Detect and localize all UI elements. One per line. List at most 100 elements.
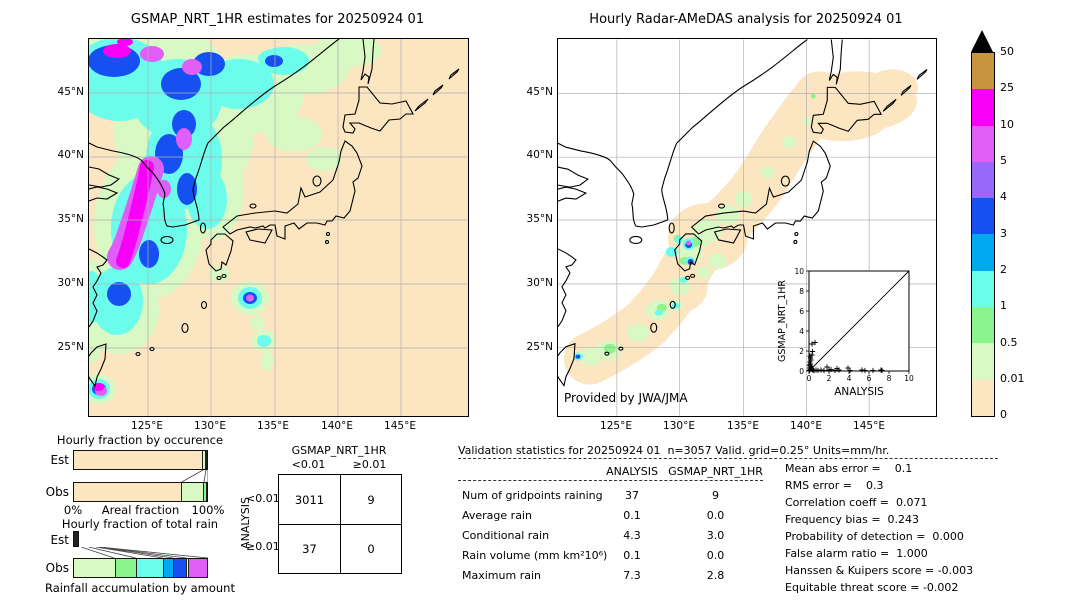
colorbar-label: 2 — [1000, 263, 1007, 276]
inset-xlabel: ANALYSIS — [834, 386, 884, 398]
bar-segment-pale_green — [74, 559, 115, 577]
inset-scatter-points — [806, 339, 885, 374]
total-rain-est-bar — [73, 531, 99, 547]
est-row-label: Est — [50, 453, 69, 467]
inset-xtick-labels: 0 2 4 6 8 10 — [807, 374, 914, 383]
stats-row-label: Num of gridpoints raining — [462, 489, 603, 502]
stats-row-label: Rain volume (mm km²10⁶) — [462, 549, 608, 562]
colorbar — [971, 52, 995, 417]
bar-segment-sky — [77, 532, 78, 546]
colorbar-label: 0 — [1000, 408, 1007, 421]
inset-ylabel: GSMAP_NRT_1HR — [777, 280, 788, 362]
colorbar-segment — [972, 161, 994, 199]
score-line: Correlation coeff = 0.071 — [785, 496, 928, 509]
lat-label: 45°N — [526, 86, 553, 98]
bar-segment-sky — [162, 559, 173, 577]
bar-segment-peach — [74, 483, 182, 501]
bar-segment-cyan — [136, 559, 163, 577]
bar-segment-pale_green — [74, 532, 75, 546]
stats-value: 0.1 — [623, 509, 641, 522]
svg-text:6: 6 — [867, 374, 872, 383]
total-rain-xaxis-title: Rainfall accumulation by amount — [45, 581, 235, 595]
svg-text:2: 2 — [827, 374, 832, 383]
contingency-col-label: ≥0.01 — [352, 458, 387, 471]
svg-text:0: 0 — [799, 367, 804, 376]
stats-title: Validation statistics for 20250924 01 n=… — [458, 444, 890, 457]
colorbar-segment — [972, 379, 994, 416]
colorbar-label: 25 — [1000, 81, 1014, 94]
contingency-col-label: <0.01 — [291, 458, 326, 471]
stats-value: 0.0 — [706, 549, 725, 562]
stats-value: 37 — [625, 489, 639, 502]
occurrence-obs-bar — [73, 482, 208, 502]
stats-value: 0.1 — [623, 549, 641, 562]
colorbar-label: 3 — [1000, 227, 1007, 240]
lon-label: 140°E — [321, 420, 353, 432]
score-line: Probability of detection = 0.000 — [785, 530, 964, 543]
bar-segment-green — [203, 483, 206, 501]
colorbar-label: 10 — [1000, 118, 1014, 131]
lat-label: 35°N — [57, 213, 84, 225]
bar-segment-cyan — [76, 532, 77, 546]
colorbar-segment — [972, 125, 994, 162]
lon-label: 140°E — [790, 420, 822, 432]
lat-label: 30°N — [57, 277, 84, 289]
precip-orchid — [95, 46, 254, 396]
contingency-row-label: <0.01 — [246, 492, 280, 505]
colorbar-segment — [972, 270, 994, 308]
lat-label: 25°N — [57, 341, 84, 353]
bar-segment-orchid — [188, 559, 207, 577]
bar-segment-green — [204, 451, 206, 469]
colorbar-label: 4 — [1000, 190, 1007, 203]
stats-value: 4.3 — [623, 529, 641, 542]
colorbar-label: 0.5 — [1000, 336, 1018, 349]
xaxis-title: Areal fraction — [101, 503, 180, 517]
stats-value: 3.0 — [706, 529, 725, 542]
xaxis-max-label: 100% — [191, 503, 225, 517]
inset-ytick-labels: 0 2 4 6 8 10 — [794, 267, 804, 376]
svg-text:4: 4 — [847, 374, 852, 383]
stats-row-label: Average rain — [462, 509, 532, 522]
colorbar-segment — [972, 234, 994, 271]
precip-magenta — [94, 39, 133, 391]
stats-value: 2.8 — [706, 569, 725, 582]
gsmap-estimate-map — [88, 38, 469, 417]
bar-segment-white — [186, 559, 189, 577]
right-map-title: Hourly Radar-AMeDAS analysis for 2025092… — [589, 12, 903, 27]
bar-segment-sky — [206, 451, 207, 469]
coastlines — [89, 39, 460, 388]
stats-value: 9 — [712, 489, 719, 502]
colorbar-label: 5 — [1000, 154, 1007, 167]
stats-divider — [458, 458, 998, 459]
credit-label: Provided by JWA/JMA — [564, 391, 688, 405]
svg-text:8: 8 — [799, 287, 804, 296]
svg-text:8: 8 — [887, 374, 892, 383]
precip-magenta-band — [116, 160, 154, 268]
colorbar-label: 0.01 — [1000, 372, 1025, 385]
occurrence-title: Hourly fraction by occurence — [56, 433, 224, 447]
total-rain-connectors — [80, 547, 208, 558]
colorbar-segment — [972, 89, 994, 126]
radar-purple — [686, 240, 692, 246]
left-map-title: GSMAP_NRT_1HR estimates for 20250924 01 — [130, 12, 425, 27]
colorbar-segment — [972, 53, 994, 90]
lat-label: 30°N — [526, 277, 553, 289]
obs-row-label: Obs — [45, 485, 69, 499]
svg-text:10: 10 — [794, 267, 804, 276]
stats-divider — [458, 480, 763, 481]
contingency-col-group: GSMAP_NRT_1HR — [291, 444, 387, 457]
total-rain-title: Hourly fraction of total rain — [61, 517, 219, 531]
radar-amedas-map: 0 2 4 6 8 10 0 2 4 6 8 10 ANALYSIS GSMAP_NRT_1… — [557, 38, 937, 417]
lon-label: 135°E — [257, 420, 289, 432]
colorbar-label: 1 — [1000, 299, 1007, 312]
occurrence-est-bar — [73, 450, 208, 470]
stats-row-label: Conditional rain — [462, 529, 550, 542]
contingency-value: 9 — [340, 475, 401, 524]
stats-col-analysis: ANALYSIS — [606, 465, 658, 478]
svg-text:6: 6 — [799, 307, 804, 316]
score-line: RMS error = 0.3 — [785, 479, 884, 492]
obs-row-label: Obs — [45, 561, 69, 575]
lon-label: 130°E — [663, 420, 695, 432]
lat-label: 35°N — [526, 213, 553, 225]
